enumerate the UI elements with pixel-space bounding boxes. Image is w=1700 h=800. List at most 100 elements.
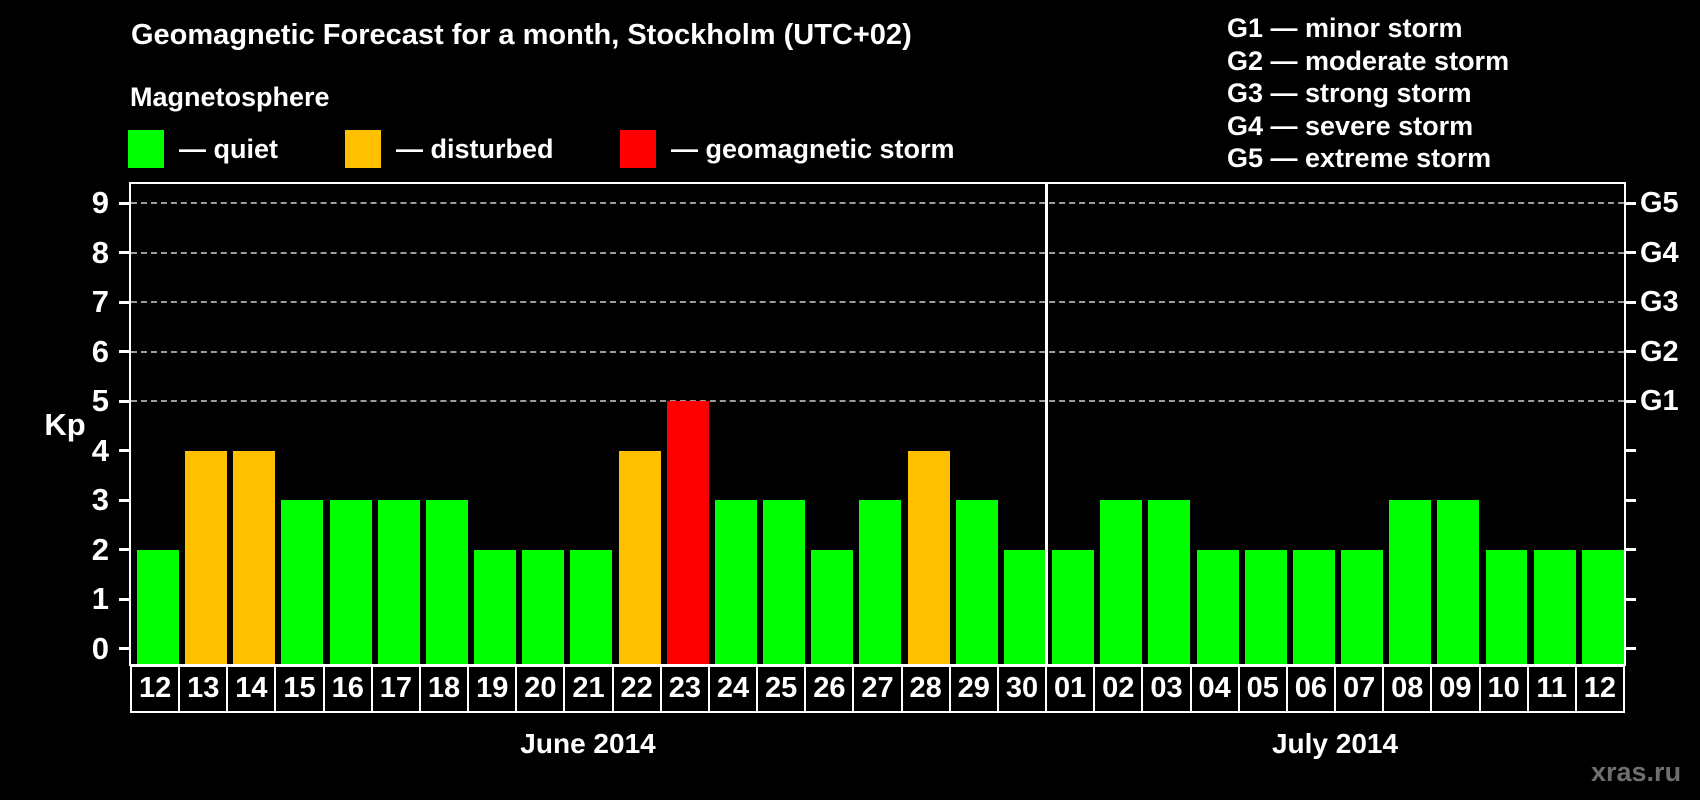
y-axis-tick-right (1624, 597, 1636, 601)
kp-bar-day-08 (1389, 500, 1432, 664)
y-axis-tick-label: 1 (91, 581, 109, 616)
kp-bar-day-02 (1100, 500, 1143, 664)
y-axis-tick-left (119, 597, 131, 601)
y-axis-tick-label: 3 (91, 482, 109, 517)
day-label-05: 05 (1237, 665, 1288, 713)
day-label-01: 01 (1045, 665, 1096, 713)
day-label-13: 13 (178, 665, 229, 713)
right-axis-label-g3: G3 (1640, 286, 1679, 318)
kp-bar-day-16 (329, 500, 372, 664)
y-axis-tick-left (119, 548, 131, 551)
g-scale-legend-item-g3: G3 — strong storm (1227, 78, 1472, 109)
legend-item-quiet: — quiet (128, 130, 278, 168)
kp-bar-day-23 (666, 401, 709, 664)
day-label-07: 07 (1334, 665, 1385, 713)
g-scale-legend-item-g1: G1 — minor storm (1227, 13, 1463, 43)
month-label-july: July 2014 (1271, 728, 1399, 759)
kp-bar-day-20 (522, 549, 565, 664)
kp-bar-day-12 (137, 549, 179, 664)
kp-bar-day-13 (185, 450, 228, 664)
legend-label-disturbed: — disturbed (396, 133, 554, 164)
g-scale-legend-item-g4: G4 — severe storm (1227, 110, 1474, 141)
y-axis-tick-right (1624, 350, 1636, 353)
kp-bar-day-04 (1196, 549, 1239, 664)
day-label-19: 19 (467, 665, 518, 713)
watermark: xras.ru (1591, 757, 1682, 787)
y-axis-tick-left (119, 498, 131, 502)
day-label-21: 21 (563, 665, 614, 713)
day-label-06: 06 (1285, 665, 1337, 713)
day-label-17: 17 (370, 665, 421, 713)
legend-item-storm: — geomagnetic storm (620, 130, 955, 168)
y-axis-tick-label: 6 (91, 333, 109, 369)
right-axis-label-g1: G1 (1640, 385, 1679, 417)
kp-bar-day-10 (1485, 549, 1528, 664)
kp-bar-day-29 (955, 500, 998, 664)
right-axis-label-g5: G5 (1640, 187, 1679, 219)
day-label-04: 04 (1189, 665, 1240, 713)
day-label-10: 10 (1478, 665, 1529, 713)
g-scale-legend: G1 — minor storm G2 — moderate storm G3 … (1227, 12, 1509, 175)
day-label-26: 26 (804, 665, 855, 713)
y-axis-tick-label: 5 (91, 383, 109, 418)
kp-bar-day-05 (1244, 549, 1287, 664)
kp-bar-day-19 (474, 549, 517, 664)
kp-bar-day-30 (1003, 549, 1046, 664)
y-axis-tick-left (119, 201, 131, 205)
kp-bar-day-01 (1052, 549, 1095, 664)
day-label-12: 12 (1574, 665, 1625, 713)
kp-bar-day-17 (377, 500, 420, 664)
g-scale-legend-item-g5: G5 — extreme storm (1227, 143, 1492, 174)
y-axis-tick-left (119, 399, 131, 403)
kp-bar-day-03 (1148, 500, 1191, 664)
kp-bar-day-12 (1581, 549, 1624, 664)
day-label-09: 09 (1430, 665, 1481, 713)
day-label-02: 02 (1093, 665, 1144, 713)
y-axis-tick-right (1624, 399, 1636, 403)
day-label-14: 14 (226, 665, 277, 713)
gridline-kp9 (131, 202, 1624, 204)
kp-bar-day-14 (233, 450, 276, 664)
y-axis-tick-label: 8 (91, 234, 109, 270)
day-label-27: 27 (852, 665, 903, 713)
gridline-kp8 (131, 251, 1624, 254)
y-axis-title: Kp (44, 407, 86, 442)
kp-bar-day-26 (811, 549, 854, 664)
day-label-29: 29 (948, 665, 999, 713)
y-axis-tick-left (119, 300, 131, 304)
y-axis-tick-left (119, 449, 131, 452)
right-axis-label-g4: G4 (1640, 236, 1679, 269)
day-label-08: 08 (1382, 665, 1433, 713)
day-label-22: 22 (611, 665, 662, 713)
legend-label-quiet: — quiet (179, 133, 278, 164)
y-axis-tick-right (1624, 647, 1636, 650)
gridline-kp5 (131, 400, 1624, 402)
y-axis-tick-right (1624, 300, 1636, 304)
kp-bar-day-25 (763, 500, 806, 664)
y-axis-tick-right (1624, 201, 1636, 205)
kp-bar-day-18 (425, 500, 468, 664)
day-label-11: 11 (1526, 665, 1577, 713)
magnetosphere-legend-title: Magnetosphere (130, 82, 330, 112)
day-label-20: 20 (515, 665, 566, 713)
kp-bar-day-27 (859, 500, 902, 664)
kp-bar-day-06 (1292, 549, 1335, 664)
kp-bar-day-22 (618, 450, 661, 664)
day-label-15: 15 (274, 665, 325, 713)
y-axis-tick-left (119, 647, 131, 650)
day-label-03: 03 (1141, 665, 1192, 713)
y-axis-tick-label: 2 (91, 531, 109, 567)
y-axis-tick-right (1624, 251, 1636, 254)
kp-bar-day-09 (1437, 500, 1480, 664)
month-label-june: June 2014 (520, 728, 656, 759)
gridline-kp6 (131, 350, 1624, 353)
day-label-24: 24 (707, 665, 759, 713)
kp-bar-day-07 (1341, 549, 1383, 664)
gridline-kp7 (131, 301, 1624, 303)
kp-bar-day-15 (281, 500, 324, 664)
right-axis-label-g2: G2 (1640, 335, 1679, 368)
legend-item-disturbed: — disturbed (345, 130, 554, 168)
y-axis-tick-left (119, 350, 131, 353)
day-label-23: 23 (659, 665, 710, 713)
legend-label-storm: — geomagnetic storm (671, 133, 955, 164)
